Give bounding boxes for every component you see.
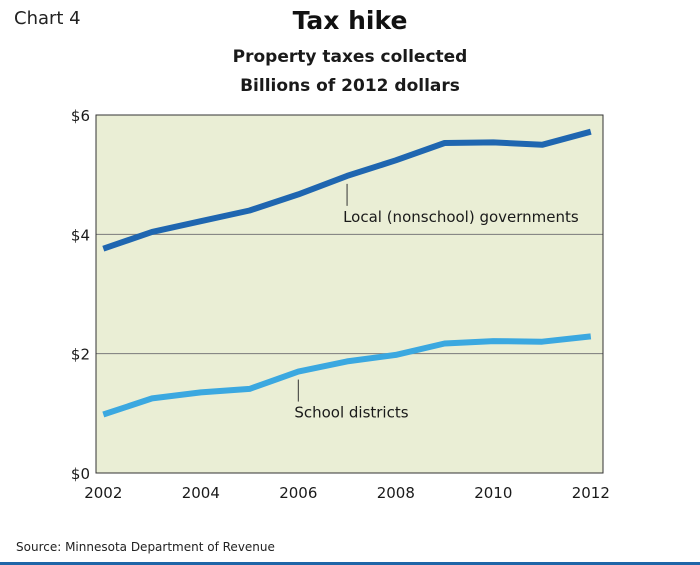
- x-tick-label: 2008: [377, 484, 415, 502]
- bottom-rule: [0, 562, 700, 565]
- chart-units-subtitle: Billions of 2012 dollars: [240, 76, 460, 96]
- series-label-school-districts: School districts: [294, 404, 408, 422]
- y-tick-label: $0: [71, 465, 90, 483]
- line-chart: $0 $2 $4 $6 2002 2004 2006 2008 2010 2012 Local (n…: [71, 107, 610, 502]
- x-tick-label: 2010: [474, 484, 512, 502]
- y-tick-label: $2: [71, 346, 90, 364]
- y-tick-label: $6: [71, 107, 90, 125]
- x-tick-label: 2002: [84, 484, 122, 502]
- chart-subtitle: Property taxes collected: [232, 47, 468, 67]
- x-tick-label: 2006: [279, 484, 317, 502]
- plot-frame: [95, 114, 604, 474]
- chart-title: Tax hike: [292, 6, 408, 35]
- x-tick-label: 2004: [182, 484, 220, 502]
- series-line-local-governments: [102, 128, 592, 252]
- chart-number-label: Chart 4: [14, 8, 81, 29]
- x-tick-label: 2012: [572, 484, 610, 502]
- series-line-school-districts: [102, 333, 592, 418]
- source-note: Source: Minnesota Department of Revenue: [16, 540, 275, 554]
- y-tick-label: $4: [71, 226, 90, 244]
- series-label-local-governments: Local (nonschool) governments: [343, 208, 579, 226]
